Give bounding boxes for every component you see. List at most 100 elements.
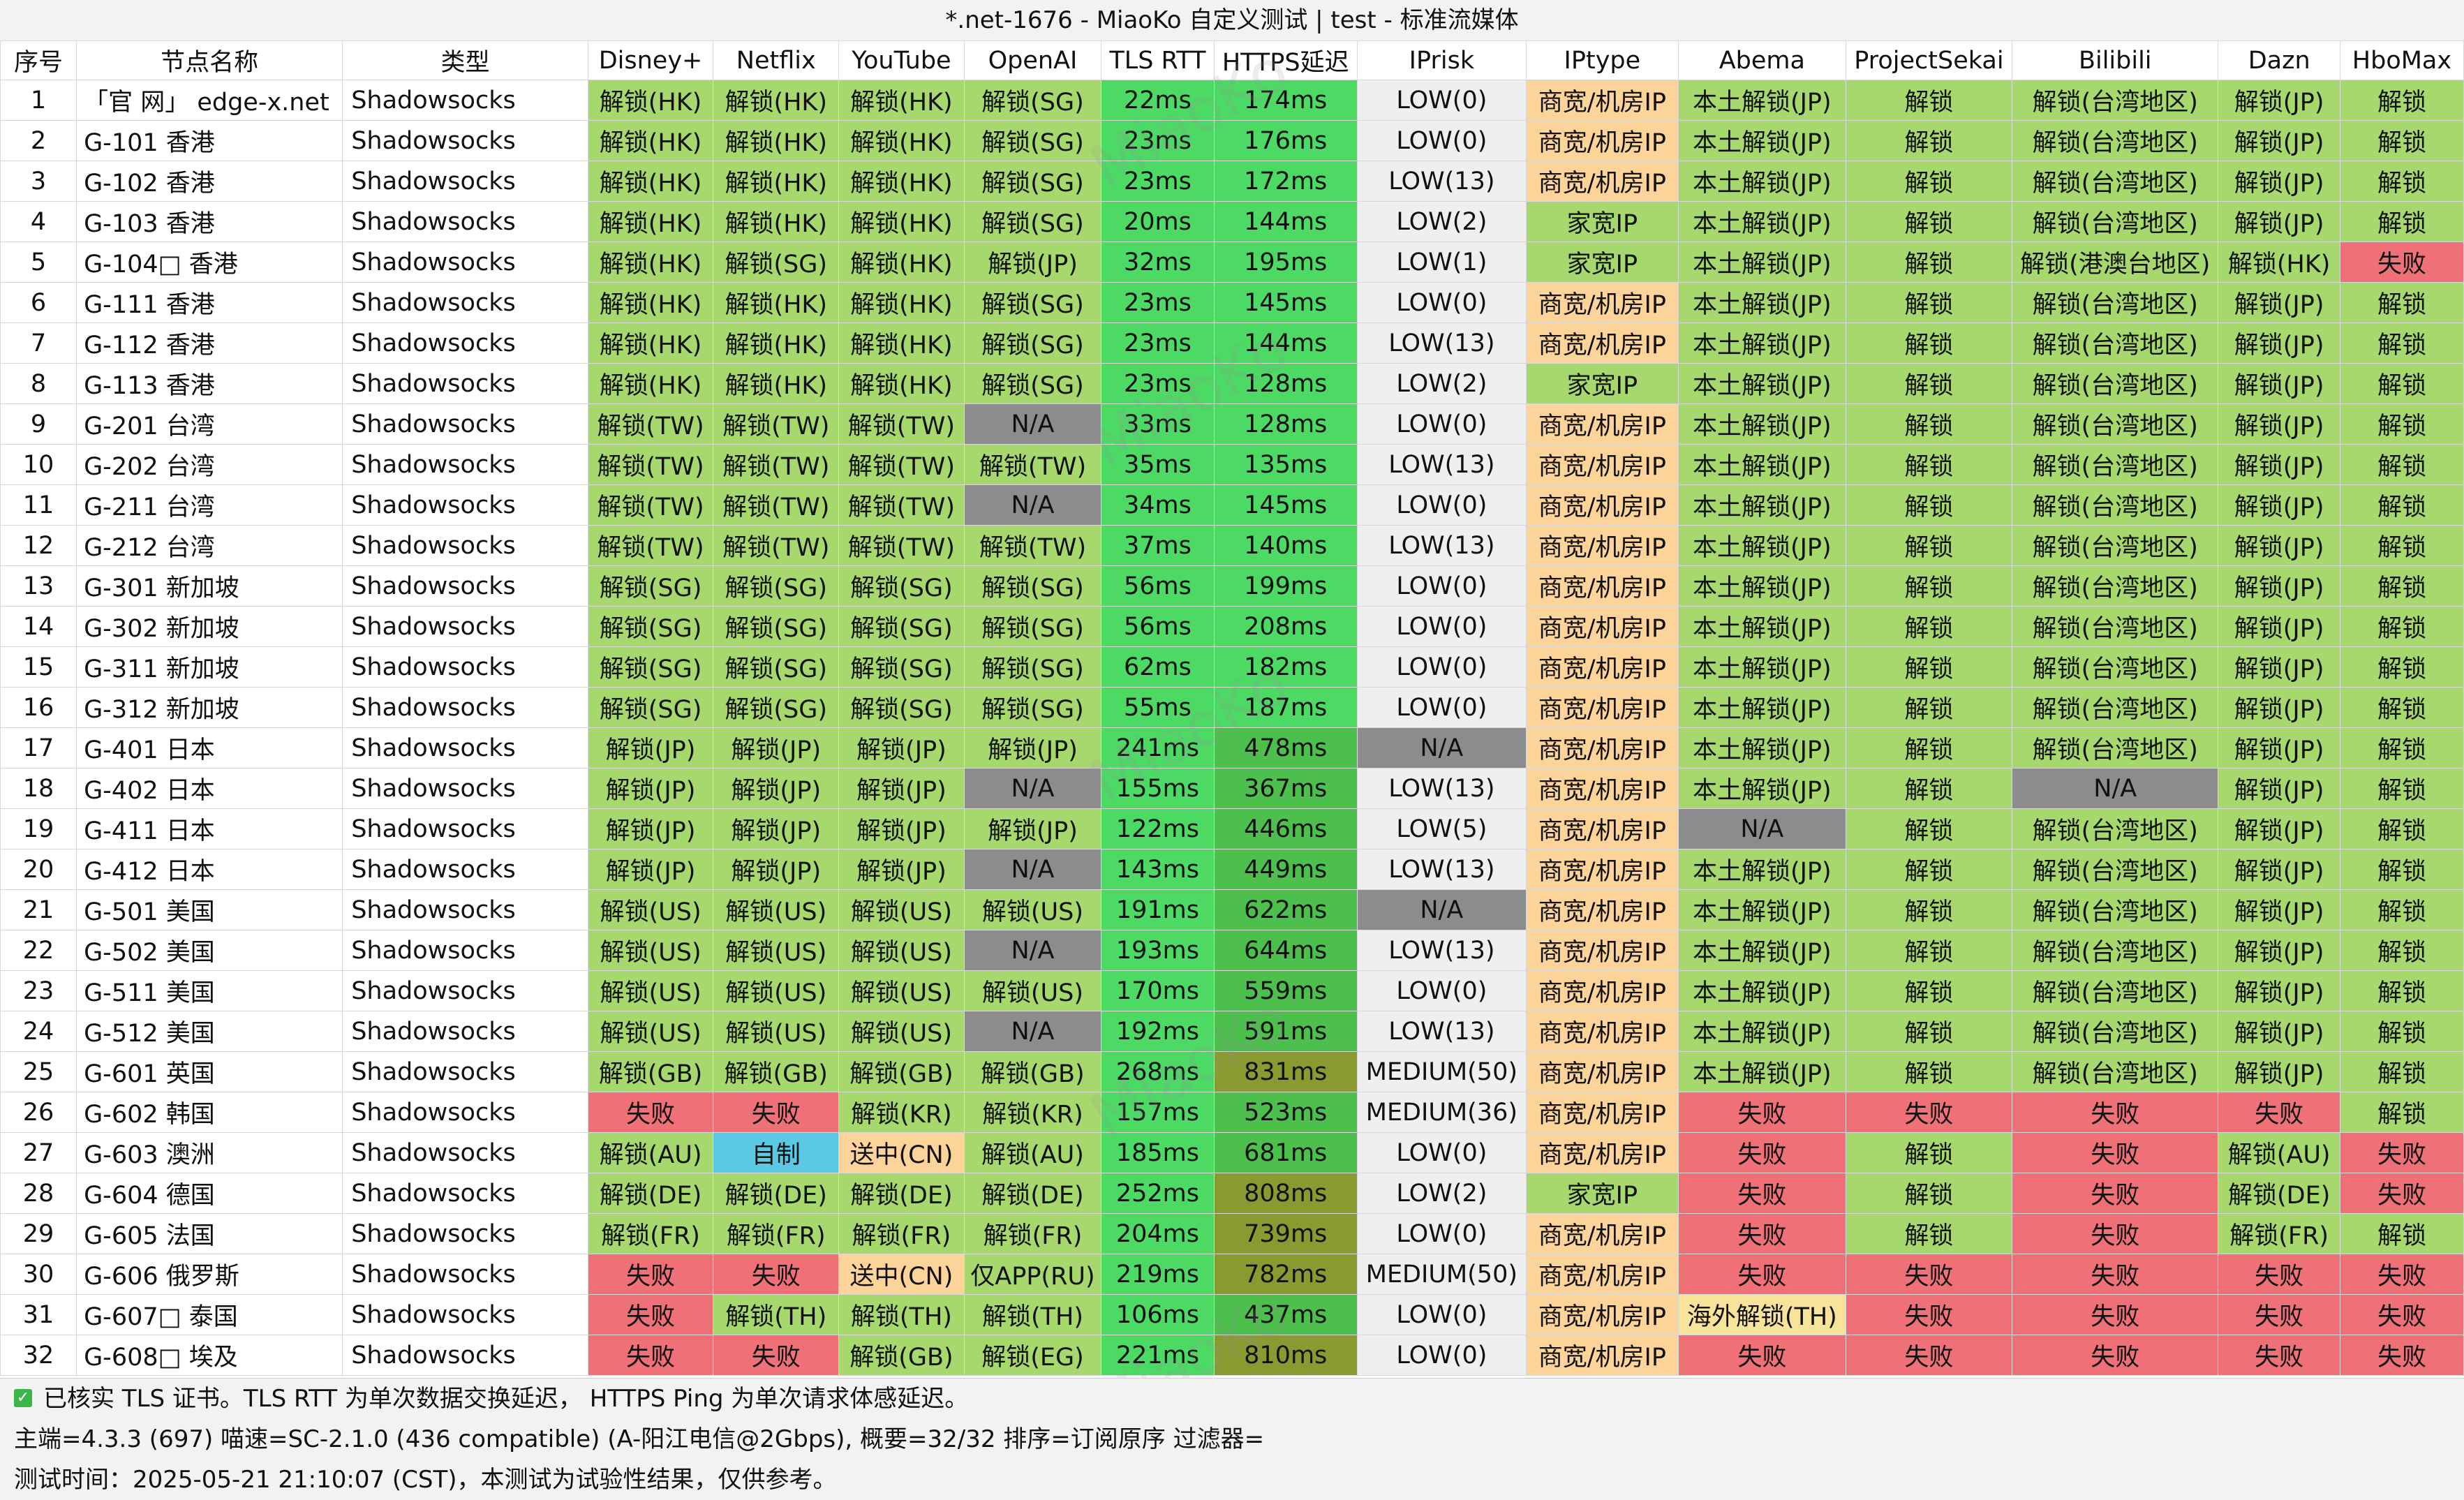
disney-cell: 解锁(US) bbox=[587, 970, 714, 1011]
tls-rtt-cell: 191ms bbox=[1101, 889, 1215, 930]
hbomax-cell: 解锁 bbox=[2339, 849, 2464, 890]
openai-cell: 仅APP(RU) bbox=[963, 1254, 1102, 1295]
iptype-cell: 商宽/机房IP bbox=[1525, 322, 1679, 364]
row-index: 12 bbox=[0, 525, 77, 566]
projectsekai-cell: 解锁 bbox=[1845, 768, 2013, 809]
hbomax-cell: 解锁 bbox=[2339, 808, 2464, 849]
footer-line-1: ✓ 已核实 TLS 证书。TLS RTT 为单次数据交换延迟， HTTPS Pin… bbox=[14, 1379, 968, 1419]
disney-cell: 解锁(TW) bbox=[587, 525, 714, 566]
tls-rtt-cell: 33ms bbox=[1101, 403, 1215, 445]
table-row: 6 G-111 香港 Shadowsocks 解锁(HK) 解锁(HK) 解锁(HK) 解锁… bbox=[0, 282, 2464, 323]
tls-rtt-cell: 62ms bbox=[1101, 646, 1215, 688]
bilibili-cell: 解锁(台湾地区) bbox=[2012, 808, 2219, 849]
openai-cell: 解锁(SG) bbox=[963, 80, 1102, 121]
iptype-cell: 商宽/机房IP bbox=[1525, 161, 1679, 202]
projectsekai-cell: 解锁 bbox=[1845, 242, 2013, 283]
abema-cell: 本土解锁(JP) bbox=[1677, 403, 1846, 445]
table-row: 26 G-602 韩国 Shadowsocks 失败 失败 解锁(KR) 解锁(KR) 157… bbox=[0, 1092, 2464, 1133]
https-latency-cell: 128ms bbox=[1213, 403, 1358, 445]
disney-cell: 解锁(FR) bbox=[587, 1213, 714, 1254]
row-index: 7 bbox=[0, 322, 77, 364]
table-row: 23 G-511 美国 Shadowsocks 解锁(US) 解锁(US) 解锁(US) 解… bbox=[0, 970, 2464, 1011]
abema-cell: 本土解锁(JP) bbox=[1677, 242, 1846, 283]
iprisk-cell: MEDIUM(50) bbox=[1356, 1254, 1527, 1295]
youtube-cell: 解锁(SG) bbox=[838, 565, 965, 607]
abema-cell: 本土解锁(JP) bbox=[1677, 161, 1846, 202]
iprisk-cell: LOW(13) bbox=[1356, 930, 1527, 971]
disney-cell: 解锁(US) bbox=[587, 889, 714, 930]
iprisk-cell: LOW(0) bbox=[1356, 1335, 1527, 1376]
projectsekai-cell: 解锁 bbox=[1845, 1213, 2013, 1254]
iprisk-cell: LOW(13) bbox=[1356, 525, 1527, 566]
youtube-cell: 解锁(US) bbox=[838, 1011, 965, 1052]
iptype-cell: 商宽/机房IP bbox=[1525, 687, 1679, 728]
disney-cell: 解锁(HK) bbox=[587, 242, 714, 283]
dazn-cell: 解锁(JP) bbox=[2218, 687, 2340, 728]
openai-cell: 解锁(SG) bbox=[963, 687, 1102, 728]
hbomax-cell: 解锁 bbox=[2339, 484, 2464, 526]
disney-cell: 解锁(SG) bbox=[587, 606, 714, 647]
iprisk-cell: LOW(0) bbox=[1356, 1213, 1527, 1254]
dazn-cell: 失败 bbox=[2218, 1254, 2340, 1295]
abema-cell: 本土解锁(JP) bbox=[1677, 322, 1846, 364]
iprisk-cell: LOW(13) bbox=[1356, 161, 1527, 202]
row-index: 15 bbox=[0, 646, 77, 688]
row-index: 19 bbox=[0, 808, 77, 849]
abema-cell: 本土解锁(JP) bbox=[1677, 525, 1846, 566]
https-latency-cell: 128ms bbox=[1213, 363, 1358, 404]
tls-rtt-cell: 106ms bbox=[1101, 1294, 1215, 1335]
table-row: 16 G-312 新加坡 Shadowsocks 解锁(SG) 解锁(SG) 解锁(SG)… bbox=[0, 687, 2464, 728]
table-row: 4 G-103 香港 Shadowsocks 解锁(HK) 解锁(HK) 解锁(HK) 解锁… bbox=[0, 201, 2464, 242]
iptype-cell: 商宽/机房IP bbox=[1525, 889, 1679, 930]
table-row: 10 G-202 台湾 Shadowsocks 解锁(TW) 解锁(TW) 解锁(TW) 解… bbox=[0, 444, 2464, 485]
bilibili-cell: 解锁(台湾地区) bbox=[2012, 1011, 2219, 1052]
abema-cell: 失败 bbox=[1677, 1092, 1846, 1133]
openai-cell: 解锁(TW) bbox=[963, 444, 1102, 485]
column-header: Dazn bbox=[2218, 40, 2340, 80]
netflix-cell: 解锁(JP) bbox=[713, 808, 840, 849]
row-index: 9 bbox=[0, 403, 77, 445]
bilibili-cell: 解锁(台湾地区) bbox=[2012, 565, 2219, 607]
https-latency-cell: 187ms bbox=[1213, 687, 1358, 728]
dazn-cell: 解锁(JP) bbox=[2218, 646, 2340, 688]
table-row: 20 G-412 日本 Shadowsocks 解锁(JP) 解锁(JP) 解锁(JP) N… bbox=[0, 849, 2464, 890]
table-row: 29 G-605 法国 Shadowsocks 解锁(FR) 解锁(FR) 解锁(FR) 解… bbox=[0, 1213, 2464, 1254]
iptype-cell: 商宽/机房IP bbox=[1525, 565, 1679, 607]
dazn-cell: 解锁(JP) bbox=[2218, 727, 2340, 768]
column-header: HboMax bbox=[2339, 40, 2464, 80]
disney-cell: 解锁(HK) bbox=[587, 201, 714, 242]
disney-cell: 解锁(HK) bbox=[587, 80, 714, 121]
tls-rtt-cell: 56ms bbox=[1101, 565, 1215, 607]
dazn-cell: 解锁(HK) bbox=[2218, 242, 2340, 283]
iptype-cell: 商宽/机房IP bbox=[1525, 120, 1679, 161]
bilibili-cell: 失败 bbox=[2012, 1132, 2219, 1173]
iptype-cell: 商宽/机房IP bbox=[1525, 484, 1679, 526]
hbomax-cell: 解锁 bbox=[2339, 363, 2464, 404]
node-type: Shadowsocks bbox=[342, 1213, 588, 1254]
iptype-cell: 商宽/机房IP bbox=[1525, 1213, 1679, 1254]
tls-rtt-cell: 35ms bbox=[1101, 444, 1215, 485]
https-latency-cell: 449ms bbox=[1213, 849, 1358, 890]
projectsekai-cell: 解锁 bbox=[1845, 525, 2013, 566]
projectsekai-cell: 解锁 bbox=[1845, 687, 2013, 728]
dazn-cell: 解锁(JP) bbox=[2218, 849, 2340, 890]
youtube-cell: 送中(CN) bbox=[838, 1132, 965, 1173]
abema-cell: 本土解锁(JP) bbox=[1677, 120, 1846, 161]
bilibili-cell: N/A bbox=[2012, 768, 2219, 809]
table-row: 14 G-302 新加坡 Shadowsocks 解锁(SG) 解锁(SG) 解锁(SG)… bbox=[0, 606, 2464, 647]
disney-cell: 解锁(DE) bbox=[587, 1173, 714, 1214]
https-latency-cell: 145ms bbox=[1213, 282, 1358, 323]
node-type: Shadowsocks bbox=[342, 201, 588, 242]
openai-cell: 解锁(EG) bbox=[963, 1335, 1102, 1376]
netflix-cell: 解锁(TW) bbox=[713, 484, 840, 526]
netflix-cell: 解锁(SG) bbox=[713, 687, 840, 728]
row-index: 29 bbox=[0, 1213, 77, 1254]
row-index: 26 bbox=[0, 1092, 77, 1133]
bilibili-cell: 失败 bbox=[2012, 1092, 2219, 1133]
row-index: 30 bbox=[0, 1254, 77, 1295]
row-index: 20 bbox=[0, 849, 77, 890]
tls-rtt-cell: 192ms bbox=[1101, 1011, 1215, 1052]
node-type: Shadowsocks bbox=[342, 1051, 588, 1092]
iprisk-cell: N/A bbox=[1356, 889, 1527, 930]
tls-rtt-cell: 193ms bbox=[1101, 930, 1215, 971]
